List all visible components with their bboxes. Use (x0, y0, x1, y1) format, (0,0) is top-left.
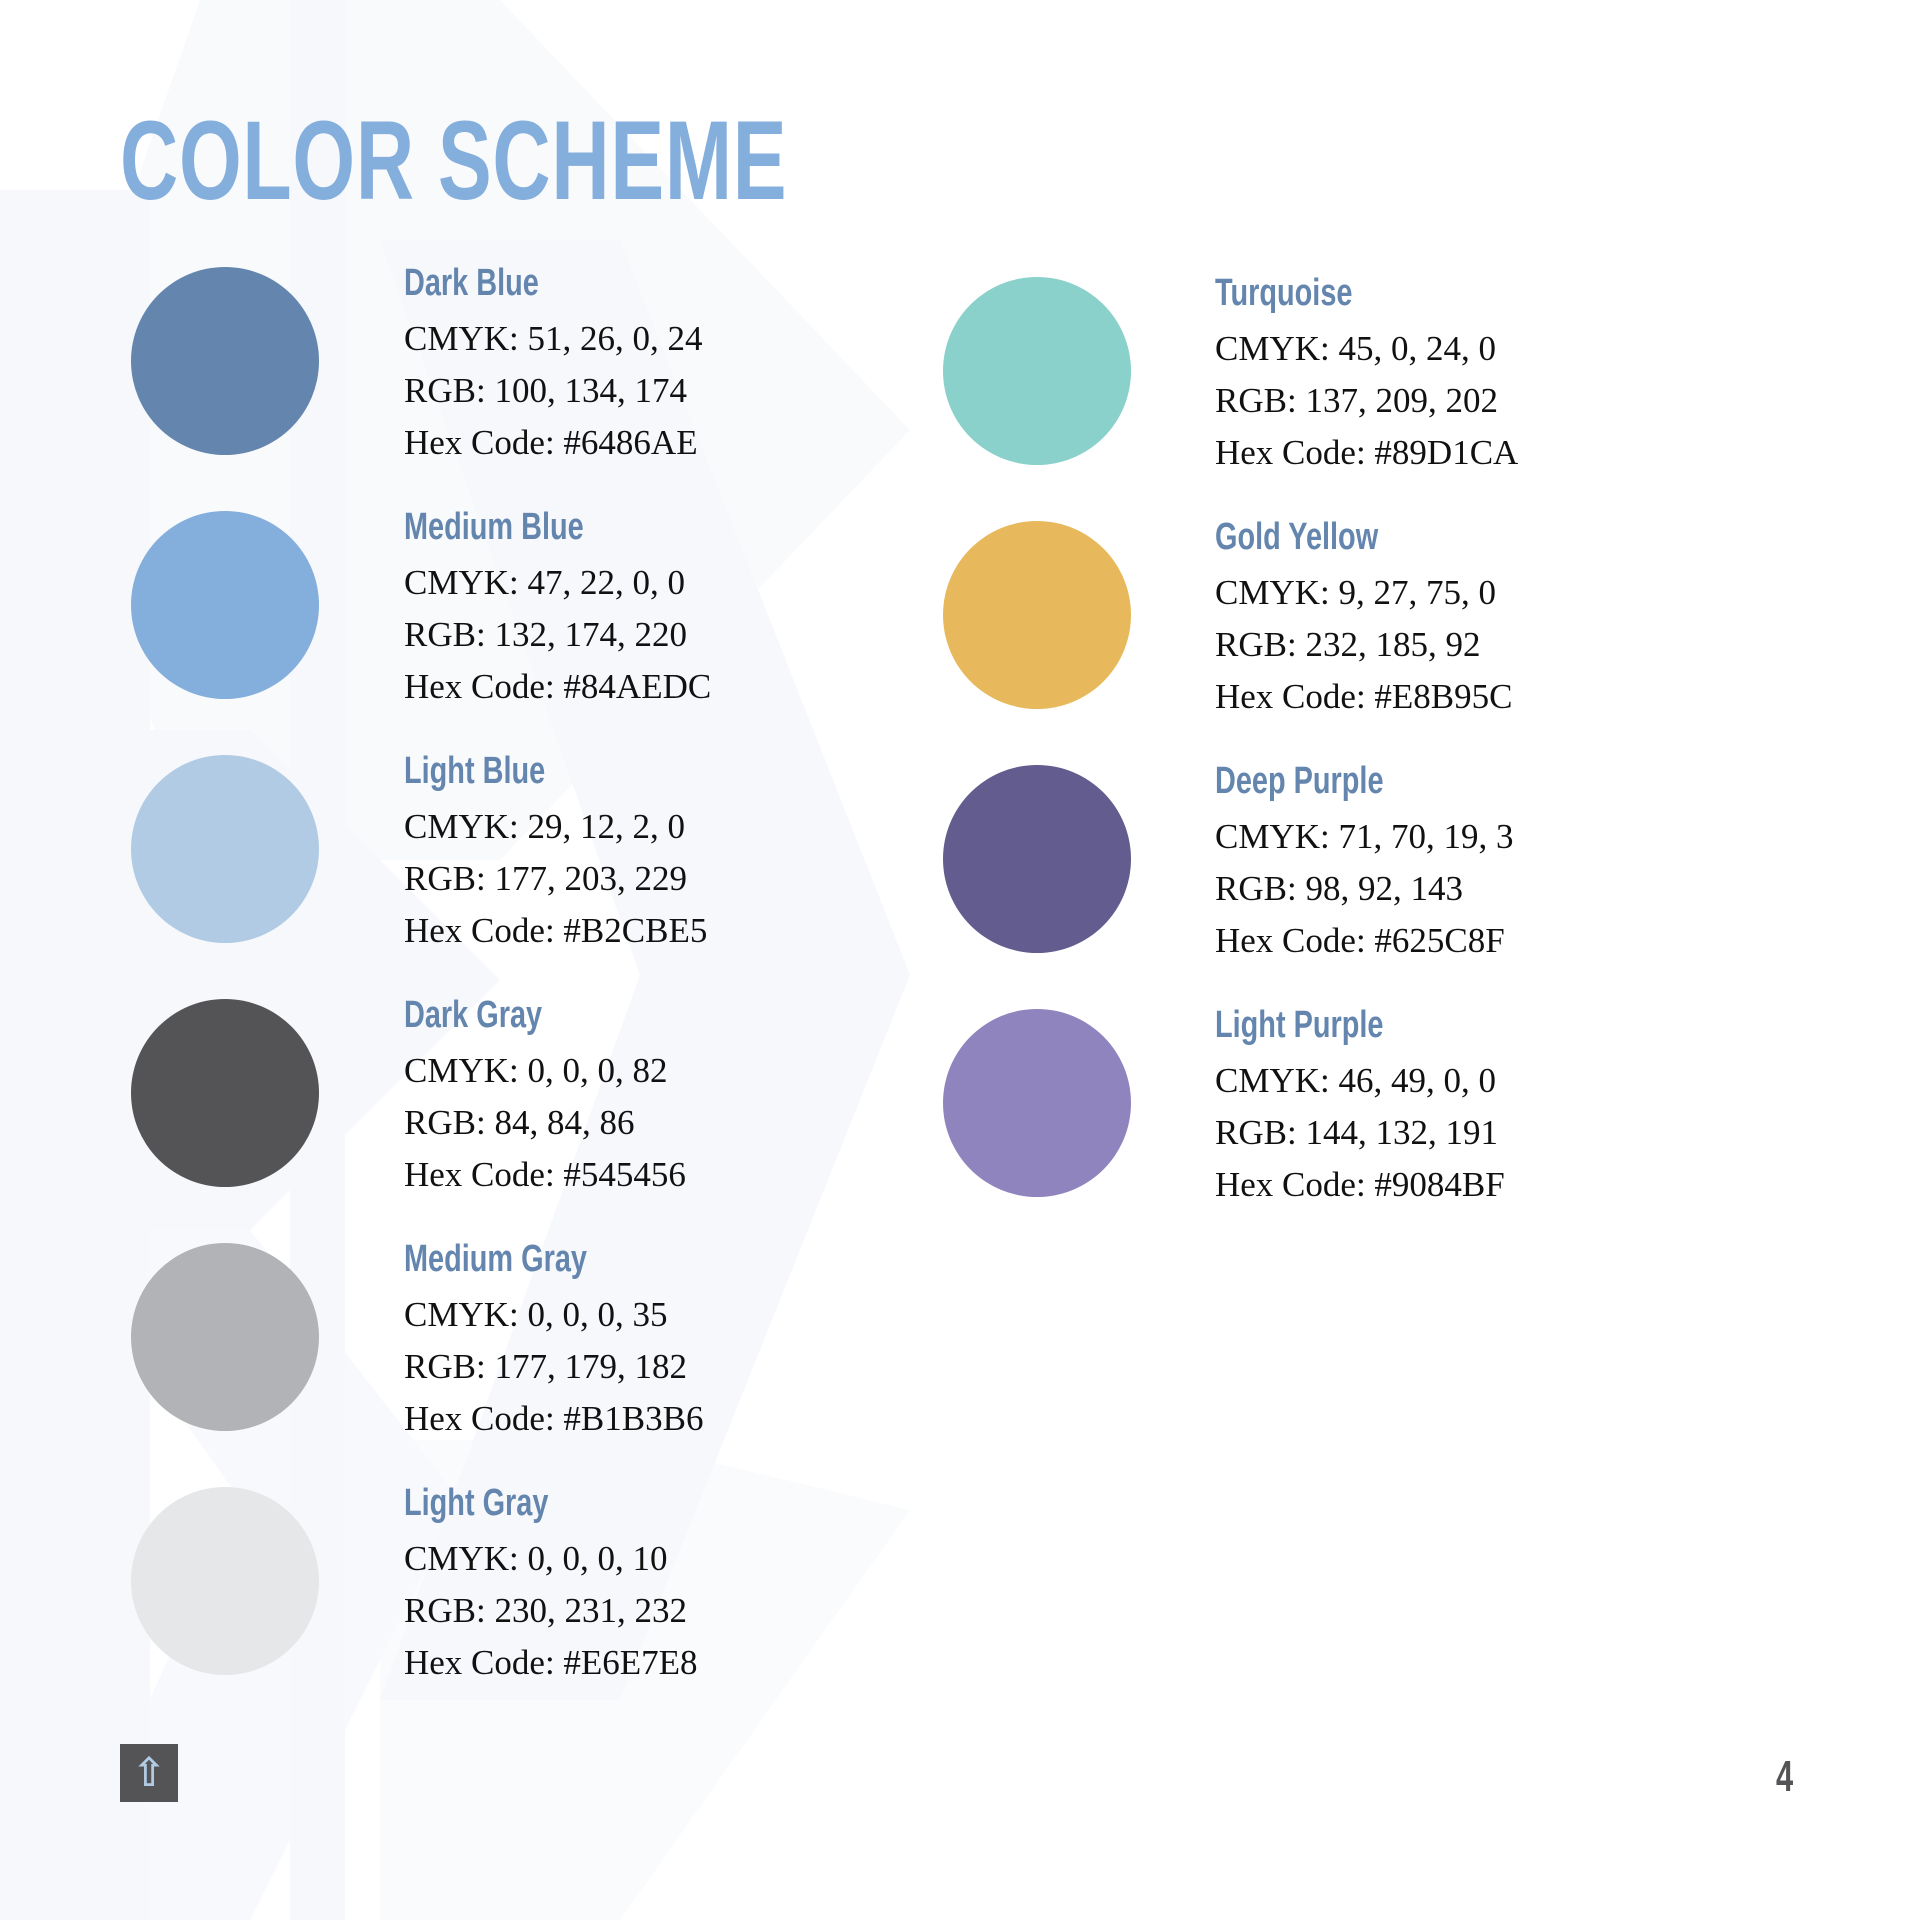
color-name: Light Gray (404, 1482, 549, 1524)
cmyk-value: CMYK: 9, 27, 75, 0 (1215, 573, 1496, 612)
color-info: Turquoise CMYK: 45, 0, 24, 0 RGB: 137, 209… (1215, 271, 1518, 479)
cmyk-value: CMYK: 29, 12, 2, 0 (404, 807, 685, 846)
cmyk-value: CMYK: 46, 49, 0, 0 (1215, 1061, 1496, 1100)
color-name: Deep Purple (1215, 760, 1384, 802)
cmyk-value: CMYK: 0, 0, 0, 10 (404, 1539, 668, 1578)
color-info: Light Purple CMYK: 46, 49, 0, 0 RGB: 144, … (1215, 1003, 1505, 1211)
rgb-value: RGB: 84, 84, 86 (404, 1103, 635, 1142)
rgb-value: RGB: 177, 203, 229 (404, 859, 687, 898)
color-info: Dark Blue CMYK: 51, 26, 0, 24 RGB: 100, 13… (404, 261, 703, 469)
color-name: Light Blue (404, 750, 546, 792)
back-to-top-button[interactable]: ⇧ (120, 1744, 178, 1802)
up-arrow-icon: ⇧ (132, 1750, 166, 1796)
color-name: Turquoise (1215, 272, 1353, 314)
hex-value: Hex Code: #84AEDC (404, 667, 712, 706)
rgb-value: RGB: 98, 92, 143 (1215, 869, 1463, 908)
color-swatch (943, 521, 1131, 709)
color-info: Light Gray CMYK: 0, 0, 0, 10 RGB: 230, 231… (404, 1481, 698, 1689)
cmyk-value: CMYK: 51, 26, 0, 24 (404, 319, 703, 358)
color-swatch (943, 765, 1131, 953)
color-swatch (943, 277, 1131, 465)
color-swatch (131, 511, 319, 699)
color-info: Light Blue CMYK: 29, 12, 2, 0 RGB: 177, 20… (404, 749, 707, 957)
rgb-value: RGB: 100, 134, 174 (404, 371, 687, 410)
hex-value: Hex Code: #625C8F (1215, 921, 1505, 960)
color-swatch (943, 1009, 1131, 1197)
rgb-value: RGB: 132, 174, 220 (404, 615, 687, 654)
cmyk-value: CMYK: 71, 70, 19, 3 (1215, 817, 1514, 856)
color-info: Dark Gray CMYK: 0, 0, 0, 82 RGB: 84, 84, 8… (404, 993, 686, 1201)
color-info: Medium Gray CMYK: 0, 0, 0, 35 RGB: 177, 17… (404, 1237, 703, 1445)
hex-value: Hex Code: #89D1CA (1215, 433, 1519, 472)
rgb-value: RGB: 230, 231, 232 (404, 1591, 687, 1630)
color-name: Dark Gray (404, 994, 543, 1036)
color-name: Medium Gray (404, 1238, 587, 1280)
color-info: Deep Purple CMYK: 71, 70, 19, 3 RGB: 98, 9… (1215, 759, 1514, 967)
hex-value: Hex Code: #B2CBE5 (404, 911, 708, 950)
hex-value: Hex Code: #E8B95C (1215, 677, 1513, 716)
hex-value: Hex Code: #E6E7E8 (404, 1643, 698, 1682)
hex-value: Hex Code: #9084BF (1215, 1165, 1505, 1204)
hex-value: Hex Code: #6486AE (404, 423, 698, 462)
color-name: Gold Yellow (1215, 516, 1379, 558)
color-swatch (131, 755, 319, 943)
color-name: Medium Blue (404, 506, 584, 548)
color-swatch (131, 1487, 319, 1675)
rgb-value: RGB: 177, 179, 182 (404, 1347, 687, 1386)
rgb-value: RGB: 137, 209, 202 (1215, 381, 1498, 420)
cmyk-value: CMYK: 0, 0, 0, 82 (404, 1051, 668, 1090)
color-name: Dark Blue (404, 262, 539, 304)
color-name: Light Purple (1215, 1004, 1384, 1046)
page-number: 4 (1776, 1752, 1794, 1801)
hex-value: Hex Code: #545456 (404, 1155, 686, 1194)
color-swatch (131, 267, 319, 455)
hex-value: Hex Code: #B1B3B6 (404, 1399, 704, 1438)
color-swatch (131, 1243, 319, 1431)
color-info: Gold Yellow CMYK: 9, 27, 75, 0 RGB: 232, 1… (1215, 515, 1512, 723)
page-title: COLOR SCHEME (120, 98, 788, 223)
color-swatch (131, 999, 319, 1187)
rgb-value: RGB: 232, 185, 92 (1215, 625, 1481, 664)
cmyk-value: CMYK: 45, 0, 24, 0 (1215, 329, 1496, 368)
rgb-value: RGB: 144, 132, 191 (1215, 1113, 1498, 1152)
color-info: Medium Blue CMYK: 47, 22, 0, 0 RGB: 132, 1… (404, 505, 711, 713)
cmyk-value: CMYK: 47, 22, 0, 0 (404, 563, 685, 602)
cmyk-value: CMYK: 0, 0, 0, 35 (404, 1295, 668, 1334)
